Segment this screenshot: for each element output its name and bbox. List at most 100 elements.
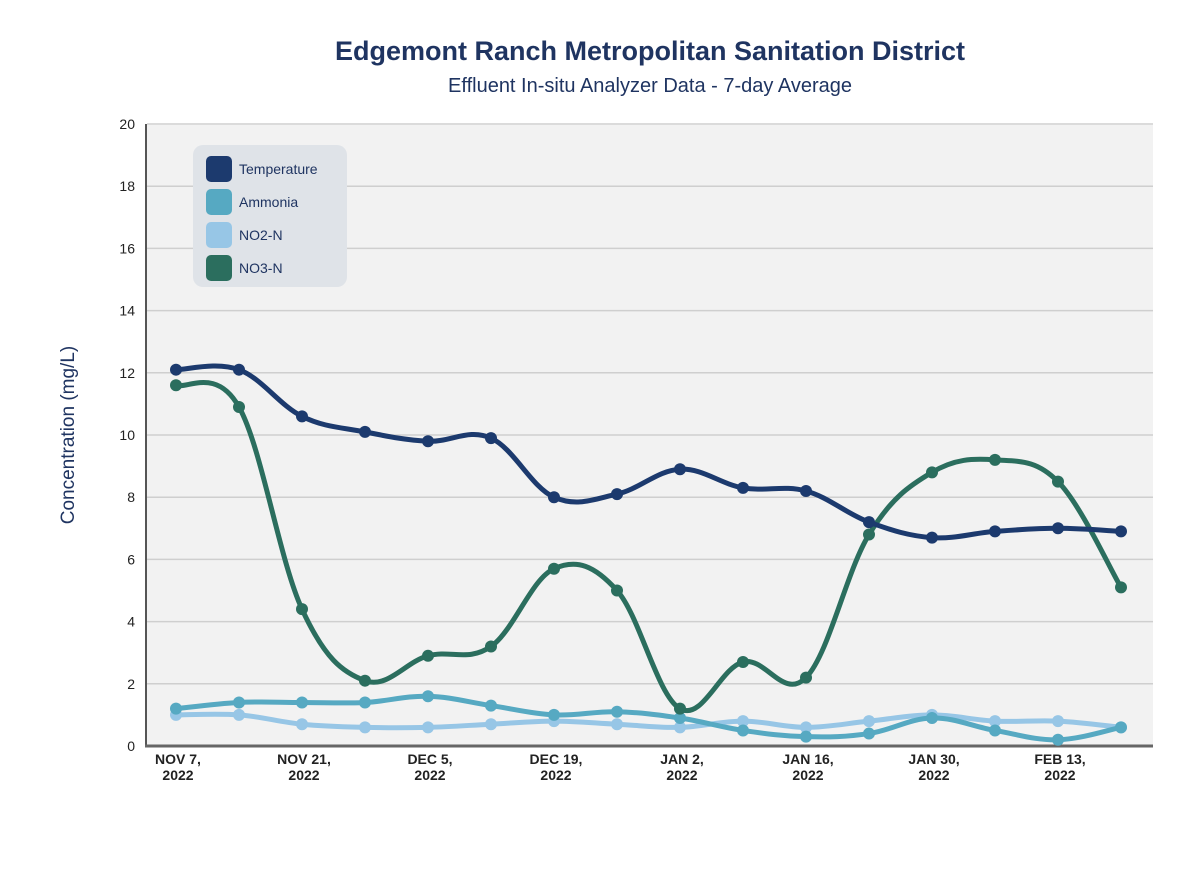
y-tick-label: 14 bbox=[119, 303, 135, 319]
data-point-no3-n[interactable] bbox=[674, 702, 686, 715]
data-point-ammonia[interactable] bbox=[170, 702, 182, 715]
data-point-temperature[interactable] bbox=[926, 531, 938, 544]
data-point-no2-n[interactable] bbox=[359, 721, 371, 734]
data-point-ammonia[interactable] bbox=[800, 730, 812, 743]
x-tick-label-year: 2022 bbox=[918, 767, 949, 783]
data-point-temperature[interactable] bbox=[1115, 525, 1127, 538]
y-tick-label: 16 bbox=[119, 240, 135, 256]
data-point-ammonia[interactable] bbox=[485, 699, 497, 712]
series-line-no2-n bbox=[173, 711, 1124, 731]
legend-swatch-no3-n bbox=[206, 255, 232, 281]
legend-label-ammonia: Ammonia bbox=[239, 194, 298, 210]
x-tick-label: JAN 30, bbox=[908, 751, 959, 767]
data-point-temperature[interactable] bbox=[989, 525, 1001, 538]
series-temperature bbox=[170, 363, 1127, 544]
data-point-no3-n[interactable] bbox=[422, 649, 434, 662]
data-point-ammonia[interactable] bbox=[737, 724, 749, 737]
data-point-ammonia[interactable] bbox=[233, 696, 245, 709]
data-point-no3-n[interactable] bbox=[1115, 581, 1127, 594]
data-point-no3-n[interactable] bbox=[233, 401, 245, 414]
data-point-no3-n[interactable] bbox=[359, 674, 371, 687]
y-tick-label: 6 bbox=[127, 551, 135, 567]
y-axis-label: Concentration (mg/L) bbox=[58, 346, 79, 524]
data-point-no3-n[interactable] bbox=[737, 656, 749, 669]
data-point-temperature[interactable] bbox=[170, 363, 182, 376]
data-point-ammonia[interactable] bbox=[674, 712, 686, 725]
data-point-ammonia[interactable] bbox=[863, 727, 875, 740]
data-point-ammonia[interactable] bbox=[1052, 733, 1064, 746]
y-tick-label: 10 bbox=[119, 427, 135, 443]
series-ammonia bbox=[170, 690, 1127, 746]
data-point-no3-n[interactable] bbox=[296, 603, 308, 616]
data-point-ammonia[interactable] bbox=[989, 724, 1001, 737]
legend-label-temperature: Temperature bbox=[239, 161, 318, 177]
x-tick-label-year: 2022 bbox=[1044, 767, 1075, 783]
data-point-temperature[interactable] bbox=[359, 425, 371, 438]
data-point-temperature[interactable] bbox=[611, 488, 623, 501]
legend-swatch-ammonia bbox=[206, 189, 232, 215]
data-point-temperature[interactable] bbox=[1052, 522, 1064, 535]
data-point-ammonia[interactable] bbox=[611, 705, 623, 718]
data-point-no3-n[interactable] bbox=[1052, 475, 1064, 488]
legend-label-no2-n: NO2-N bbox=[239, 227, 283, 243]
data-point-no2-n[interactable] bbox=[737, 715, 749, 728]
data-point-no2-n[interactable] bbox=[674, 721, 686, 734]
y-tick-label: 20 bbox=[119, 116, 135, 132]
data-point-no2-n[interactable] bbox=[863, 715, 875, 728]
data-point-no2-n[interactable] bbox=[296, 718, 308, 731]
y-tick-label: 0 bbox=[127, 738, 135, 754]
series-no3-n bbox=[170, 379, 1127, 715]
data-point-no2-n[interactable] bbox=[233, 708, 245, 721]
chart-title: Edgemont Ranch Metropolitan Sanitation D… bbox=[334, 36, 966, 66]
data-point-ammonia[interactable] bbox=[422, 690, 434, 703]
data-point-no2-n[interactable] bbox=[989, 715, 1001, 728]
data-point-ammonia[interactable] bbox=[1115, 721, 1127, 734]
data-point-no3-n[interactable] bbox=[800, 671, 812, 684]
legend: Temperature Ammonia NO2-N NO3-N bbox=[193, 145, 347, 287]
x-tick-label-year: 2022 bbox=[792, 767, 823, 783]
data-point-temperature[interactable] bbox=[548, 491, 560, 504]
data-point-no3-n[interactable] bbox=[989, 453, 1001, 466]
y-tick-label: 8 bbox=[127, 489, 135, 505]
x-tick-label: DEC 19, bbox=[530, 751, 583, 767]
data-point-no2-n[interactable] bbox=[800, 721, 812, 734]
data-point-no2-n[interactable] bbox=[1052, 715, 1064, 728]
data-point-no2-n[interactable] bbox=[611, 718, 623, 731]
data-point-ammonia[interactable] bbox=[548, 708, 560, 721]
data-point-temperature[interactable] bbox=[485, 432, 497, 445]
x-tick-label: NOV 7, bbox=[155, 751, 201, 767]
x-tick-label: JAN 16, bbox=[782, 751, 833, 767]
data-point-temperature[interactable] bbox=[863, 516, 875, 529]
data-point-temperature[interactable] bbox=[422, 435, 434, 448]
data-point-temperature[interactable] bbox=[800, 484, 812, 497]
y-tick-label: 4 bbox=[127, 614, 135, 630]
data-point-no2-n[interactable] bbox=[485, 718, 497, 731]
series-line-no3-n bbox=[173, 379, 1124, 714]
data-point-no3-n[interactable] bbox=[863, 528, 875, 541]
legend-label-no3-n: NO3-N bbox=[239, 260, 283, 276]
data-point-temperature[interactable] bbox=[233, 363, 245, 376]
data-point-temperature[interactable] bbox=[737, 481, 749, 494]
data-point-no3-n[interactable] bbox=[548, 562, 560, 575]
data-point-ammonia[interactable] bbox=[296, 696, 308, 709]
data-point-no2-n[interactable] bbox=[422, 721, 434, 734]
chart-subtitle: Effluent In-situ Analyzer Data - 7-day A… bbox=[448, 75, 852, 97]
data-point-no3-n[interactable] bbox=[170, 379, 182, 392]
x-tick-label-year: 2022 bbox=[414, 767, 445, 783]
legend-box bbox=[193, 145, 347, 287]
y-tick-label: 12 bbox=[119, 365, 135, 381]
data-point-no3-n[interactable] bbox=[926, 466, 938, 479]
data-point-ammonia[interactable] bbox=[926, 712, 938, 725]
series-line-ammonia bbox=[173, 693, 1124, 743]
y-tick-labels: 0 2 4 6 8 10 12 14 16 18 20 bbox=[119, 116, 135, 754]
data-point-temperature[interactable] bbox=[296, 410, 308, 423]
data-point-no3-n[interactable] bbox=[485, 640, 497, 653]
data-point-no3-n[interactable] bbox=[611, 584, 623, 597]
x-tick-label-year: 2022 bbox=[288, 767, 319, 783]
data-point-temperature[interactable] bbox=[674, 463, 686, 476]
data-point-ammonia[interactable] bbox=[359, 696, 371, 709]
x-tick-label: FEB 13, bbox=[1034, 751, 1085, 767]
y-tick-label: 2 bbox=[127, 676, 135, 692]
